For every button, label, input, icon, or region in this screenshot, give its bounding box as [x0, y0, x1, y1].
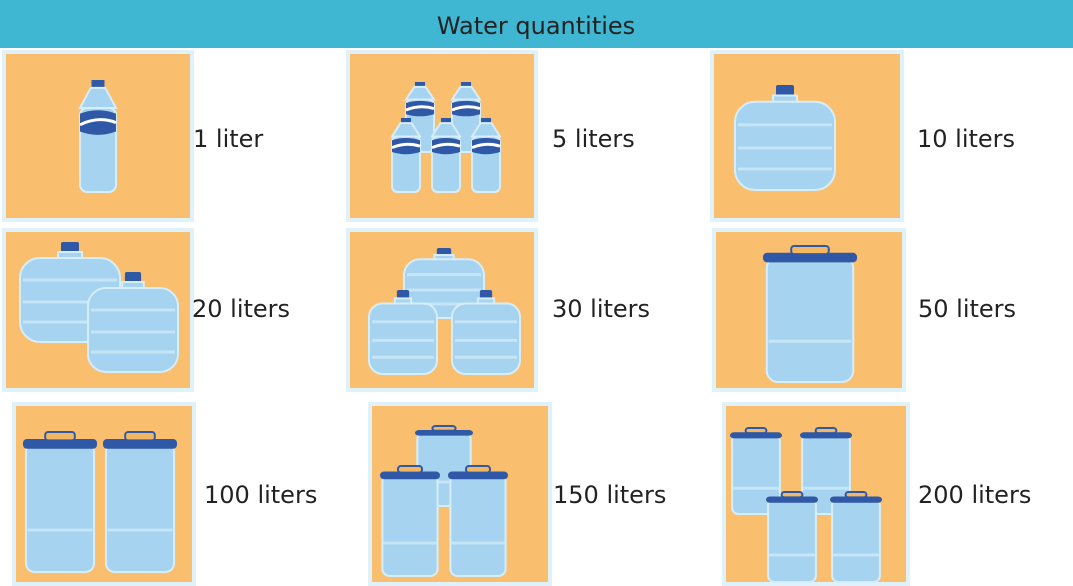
item-illustration: [348, 230, 536, 390]
jug-cap: [125, 272, 141, 282]
barrel-body: [832, 499, 880, 582]
bottle-cap: [92, 80, 105, 88]
item-illustration: [4, 52, 192, 220]
barrel-handle: [45, 432, 75, 440]
item-illustration: [370, 404, 550, 584]
item-label: 5 liters: [552, 125, 635, 153]
item-illustration: [14, 404, 194, 584]
barrel-handle: [432, 426, 455, 431]
item-label: 20 liters: [192, 295, 290, 323]
item-label: 1 liter: [193, 125, 263, 153]
jug-cap: [480, 290, 492, 298]
jug-body: [735, 102, 835, 190]
item-label: 150 liters: [553, 481, 666, 509]
barrel-handle: [791, 246, 829, 254]
barrel-handle: [846, 492, 867, 497]
item-label: 100 liters: [204, 481, 317, 509]
jug-body: [452, 303, 520, 374]
header-title: Water quantities: [437, 12, 635, 40]
barrel-body: [106, 443, 174, 572]
barrel-handle: [466, 466, 490, 473]
barrel-handle: [398, 466, 422, 473]
item-illustration: [724, 404, 908, 584]
item-illustration: [712, 52, 902, 220]
jug-cap: [61, 242, 79, 252]
jug-cap: [397, 290, 409, 298]
item-label: 200 liters: [918, 481, 1031, 509]
barrel-handle: [782, 492, 803, 497]
barrel-body: [450, 475, 505, 576]
barrel-body: [768, 499, 816, 582]
barrel-handle: [816, 428, 837, 433]
item-illustration: [348, 52, 536, 220]
jug-cap: [437, 248, 451, 255]
jug-cap: [776, 85, 794, 96]
page: Water quantities 1 liter 5 liters 10 liter…: [0, 0, 1073, 586]
barrel-handle: [746, 428, 767, 433]
item-label: 10 liters: [917, 125, 1015, 153]
jug-body: [369, 303, 437, 374]
barrel-body: [767, 257, 853, 382]
barrel-body: [382, 475, 437, 576]
item-illustration: [4, 230, 192, 390]
item-illustration: [714, 230, 904, 390]
barrel-handle: [125, 432, 155, 440]
barrel-body: [26, 443, 94, 572]
item-label: 30 liters: [552, 295, 650, 323]
jug-body: [88, 288, 178, 372]
item-label: 50 liters: [918, 295, 1016, 323]
